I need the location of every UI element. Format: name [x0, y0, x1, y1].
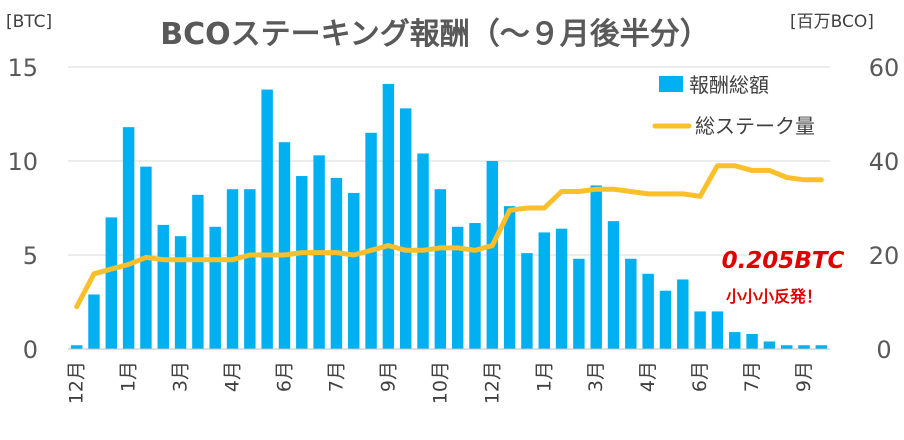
y-left-tick-label: 5	[23, 242, 38, 270]
y-right-unit: [百万BCO]	[790, 12, 874, 32]
legend-bar-label: 報酬総額	[689, 73, 769, 97]
bar	[157, 224, 169, 349]
legend: 報酬総額 総ステーク量	[652, 73, 815, 138]
bar	[209, 226, 221, 349]
y-right-tick-label: 40	[869, 148, 900, 176]
x-tick-label: 1月	[118, 361, 140, 392]
bar	[105, 217, 118, 349]
bar	[330, 177, 343, 349]
bar	[590, 185, 602, 349]
x-tick-label: 12月	[66, 361, 88, 404]
bar	[815, 345, 828, 349]
chart-title: BCOステーキング報酬（～９月後半分）	[160, 17, 710, 52]
line-series	[74, 163, 824, 310]
x-tick-label: 6月	[689, 361, 711, 392]
x-tick-label: 12月	[481, 361, 503, 404]
bar	[607, 221, 620, 349]
bar	[625, 258, 637, 349]
bar	[88, 294, 100, 349]
x-tick-label: 1月	[533, 361, 555, 392]
y-left-unit: [BTC]	[6, 12, 52, 32]
annotation-note: 小小小反発！	[726, 287, 822, 306]
bar	[278, 142, 291, 349]
bar	[555, 228, 568, 349]
x-tick-label: 4月	[637, 361, 659, 392]
bar	[677, 279, 689, 349]
bar	[763, 341, 776, 349]
bar	[348, 192, 360, 349]
x-tick-label: 10月	[429, 361, 451, 404]
bar	[746, 333, 758, 349]
bar	[192, 194, 204, 349]
bar	[642, 273, 654, 349]
bar	[399, 108, 412, 349]
bar	[538, 232, 550, 349]
x-tick-label: 7月	[741, 361, 763, 392]
bar	[451, 226, 464, 349]
legend-line-label: 総ステーク量	[695, 114, 815, 138]
stake-line	[74, 163, 824, 310]
bar	[780, 345, 793, 349]
x-tick-label: 7月	[325, 361, 347, 392]
legend-bar-swatch	[659, 76, 683, 92]
y-left-tick-label: 10	[7, 148, 38, 176]
x-tick-label: 9月	[793, 361, 815, 392]
bar	[382, 83, 395, 350]
bar	[694, 311, 706, 349]
bar	[573, 258, 585, 349]
y-right-tick-label: 20	[869, 242, 900, 270]
bar	[503, 206, 516, 349]
y-left-axis: 0 5 10 15	[7, 54, 38, 364]
x-tick-label: 4月	[222, 361, 244, 392]
y-left-tick-label: 15	[7, 54, 38, 82]
bar	[521, 253, 533, 349]
bar	[226, 189, 239, 349]
x-tick-label: 3月	[585, 361, 607, 392]
bar	[244, 189, 256, 349]
y-right-tick-label: 0	[876, 336, 891, 364]
bar	[296, 176, 308, 349]
bar	[122, 127, 135, 349]
bar	[434, 189, 447, 349]
bar	[365, 132, 377, 349]
bar	[711, 311, 724, 349]
bar	[486, 161, 499, 349]
x-tick-label: 9月	[377, 361, 399, 392]
bar	[469, 223, 481, 349]
bar	[798, 345, 810, 349]
y-left-tick-label: 0	[23, 336, 38, 364]
bar	[729, 332, 741, 349]
bar	[174, 236, 187, 349]
y-right-tick-label: 60	[869, 54, 900, 82]
bar	[261, 89, 273, 349]
x-axis: 12月 1月 3月 4月 6月 7月 9月 10月 12月 1月 3月 4月 6月 7月 9月	[66, 348, 830, 404]
x-tick-label: 3月	[170, 361, 192, 392]
bar	[70, 345, 83, 349]
y-right-axis: 0 20 40 60	[869, 54, 900, 364]
x-tick-label: 6月	[273, 361, 295, 392]
annotation-value: 0.205BTC	[722, 248, 845, 274]
bar	[659, 290, 672, 349]
